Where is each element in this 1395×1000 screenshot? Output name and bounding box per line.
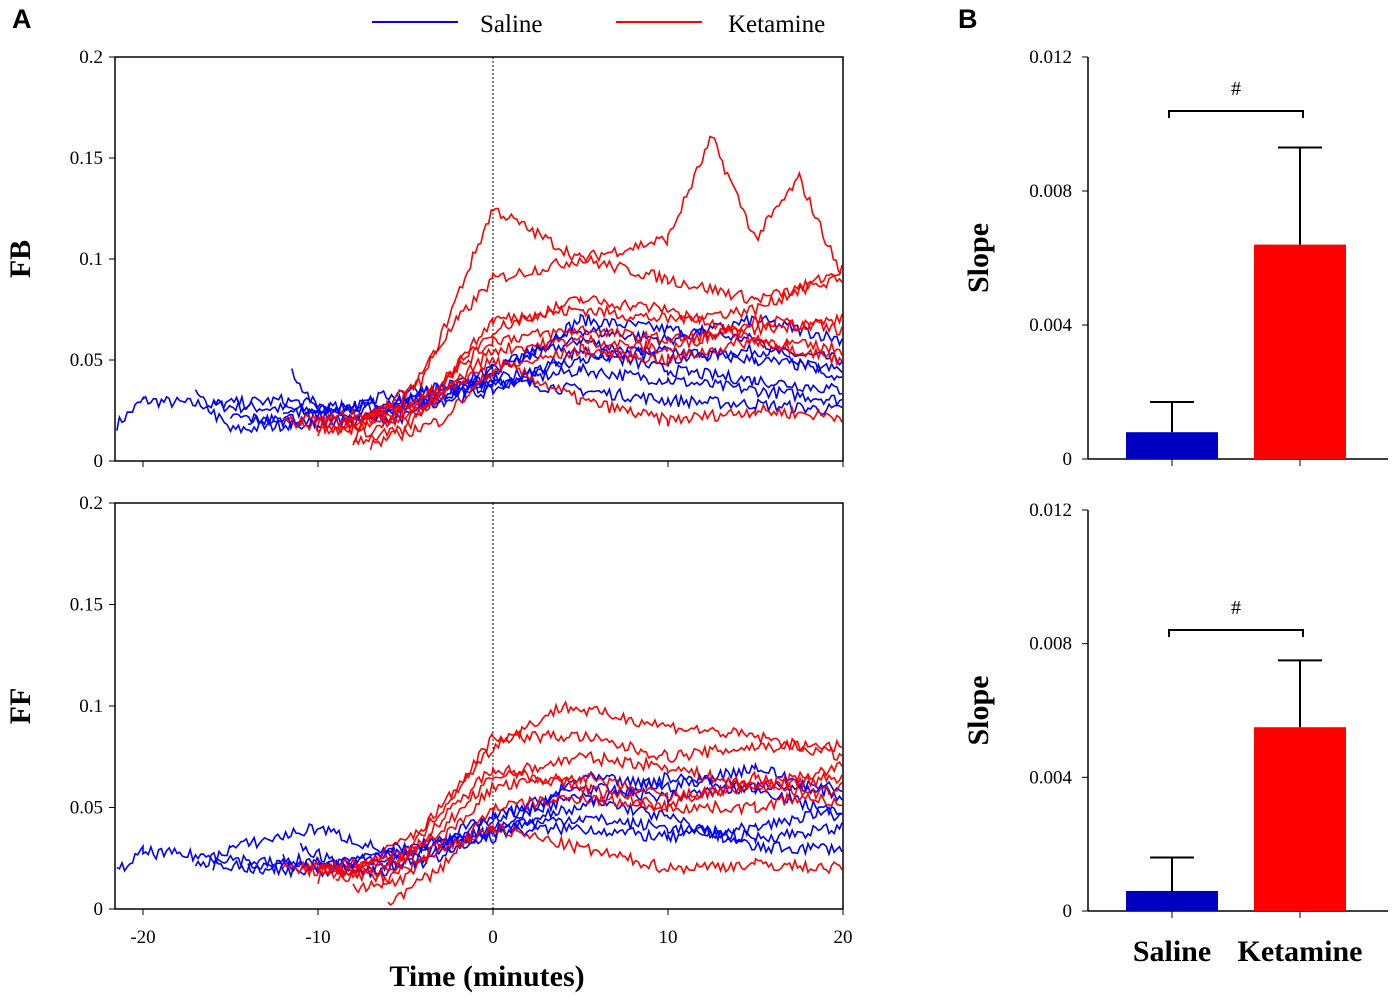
y-tick-label: 0: [94, 899, 104, 920]
significance-bracket: [1168, 110, 1304, 118]
trace-saline-5: [299, 771, 843, 878]
trace-ketamine-2: [352, 264, 843, 446]
y-axis-label: Slope: [962, 223, 995, 293]
trace-saline-5: [282, 345, 843, 427]
x-axis-label: Time (minutes): [389, 960, 584, 993]
significance-bracket: [1168, 629, 1304, 637]
panel-label-a: A: [12, 4, 32, 34]
trace-ketamine-4: [299, 764, 843, 876]
x-tick-label: 0: [488, 927, 498, 948]
y-tick-label: 0.15: [70, 595, 103, 616]
x-tick-label: -20: [130, 927, 155, 948]
x-tick-label: Saline: [1133, 935, 1211, 968]
trace-ketamine-2: [352, 760, 843, 894]
y-axis-label: Slope: [962, 675, 995, 745]
bar-ketamine: [1254, 727, 1346, 911]
bar-saline: [1126, 432, 1218, 459]
trace-ketamine-6: [317, 294, 843, 437]
legend-label-saline: Saline: [480, 11, 543, 38]
bar-saline: [1126, 890, 1218, 911]
plots-group: 0 0.05 0.1 0.15 0.2 FB 0 0.05 0.1 0.15 0.2 -20 -10 0 1…: [4, 47, 1388, 993]
trace-ketamine-5: [369, 336, 843, 451]
trace-saline-6: [247, 345, 843, 427]
legend-label-ketamine: Ketamine: [728, 11, 825, 38]
y-tick-label: 0.05: [70, 798, 103, 819]
x-tick-label: 10: [659, 927, 678, 948]
trace-ketamine-6: [317, 750, 843, 884]
trace-ketamine-5: [387, 770, 843, 906]
y-axis-label: FB: [4, 240, 37, 278]
y-axis-label: FF: [4, 688, 37, 725]
trace-saline-4: [229, 313, 843, 434]
panel-label-b: B: [958, 4, 978, 34]
y-tick-label: 0.15: [70, 148, 103, 169]
y-tick-label: 0: [1063, 901, 1073, 922]
x-tick-label: Ketamine: [1238, 935, 1363, 968]
significance-marker: #: [1231, 597, 1241, 619]
y-tick-label: 0.008: [1029, 634, 1072, 655]
y-tick-label: 0.004: [1029, 767, 1072, 788]
y-tick-label: 0.012: [1029, 500, 1072, 521]
trace-ketamine-0: [282, 700, 843, 879]
y-tick-label: 0.008: [1029, 181, 1072, 202]
y-tick-label: 0.05: [70, 350, 103, 371]
y-tick-label: 0.1: [79, 249, 103, 270]
y-tick-label: 0: [1063, 449, 1073, 470]
trace-saline-3: [291, 368, 843, 416]
trace-ketamine-3: [335, 821, 843, 883]
trace-ketamine-7: [352, 314, 843, 443]
y-tick-label: 0: [94, 451, 104, 472]
trace-saline-4: [247, 804, 843, 876]
trace-ketamine-3: [334, 355, 843, 437]
y-tick-label: 0.004: [1029, 315, 1072, 336]
x-tick-label: -10: [305, 927, 330, 948]
bar-ketamine: [1254, 244, 1346, 459]
plot-frame-FB: [114, 56, 844, 462]
trace-saline-2: [212, 362, 843, 417]
y-tick-label: 0.1: [79, 696, 103, 717]
plot-frame-FF: [114, 502, 844, 910]
x-tick-label: 20: [834, 927, 853, 948]
y-tick-label: 0.012: [1029, 47, 1072, 68]
significance-marker: #: [1231, 78, 1241, 100]
trace-ketamine-1: [317, 254, 843, 428]
y-tick-label: 0.2: [79, 47, 103, 68]
y-tick-label: 0.2: [79, 493, 103, 514]
